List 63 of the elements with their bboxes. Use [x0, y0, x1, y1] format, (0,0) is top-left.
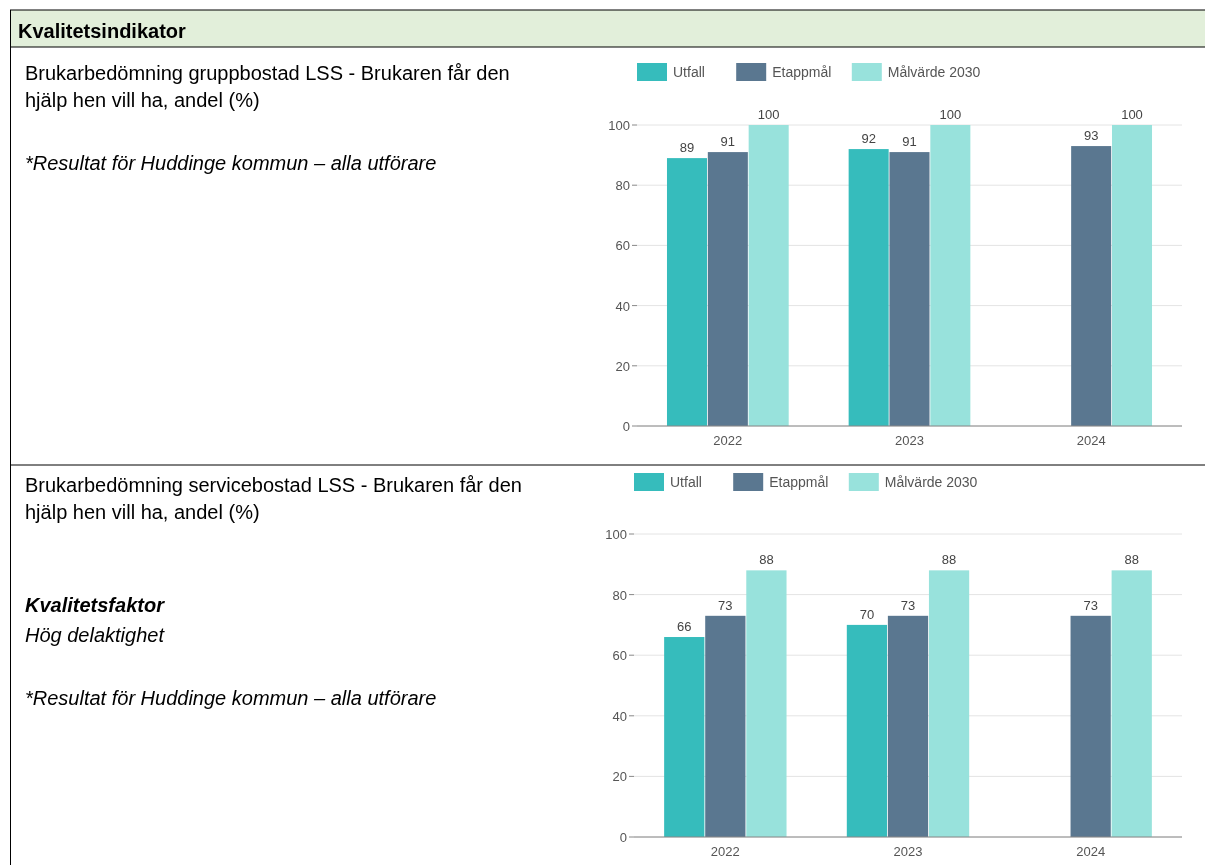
text: Kvalitetsfaktor — [25, 594, 166, 616]
y-tick-label: 60 — [615, 238, 630, 254]
data-label: 100 — [757, 107, 780, 122]
text: Brukarbedömning servicebostad LSS - Brukaren får den hjälp hen vill ha, andel (%) — [25, 474, 522, 523]
bar — [666, 158, 707, 426]
bar — [846, 624, 888, 837]
legend-label: Målvärde 2030 — [887, 64, 981, 80]
y-tick-label: 80 — [615, 178, 630, 194]
bar — [664, 637, 705, 837]
y-tick-label: 40 — [615, 298, 630, 314]
bar — [707, 152, 748, 426]
y-tick-label: 100 — [608, 118, 630, 133]
legend-label: Utfall — [670, 474, 702, 490]
data-label: 73 — [1083, 597, 1098, 613]
x-tick-label: 2024 — [1076, 433, 1106, 448]
text: Hög delaktighet — [25, 624, 166, 646]
x-tick-label: 2022 — [713, 433, 743, 448]
text: Kvalitetsindikator — [18, 20, 187, 42]
bar — [1111, 570, 1152, 837]
data-label: 100 — [939, 107, 962, 122]
data-label: 92 — [861, 131, 876, 147]
text: *Resultat för Huddinge kommun – alla utförare — [25, 687, 437, 709]
data-label: 88 — [1124, 552, 1139, 568]
y-tick-label: 0 — [622, 419, 630, 434]
data-label: 88 — [941, 552, 957, 568]
bar — [746, 570, 787, 837]
y-tick-label: 60 — [612, 648, 627, 664]
legend-label: Utfall — [673, 64, 705, 80]
x-tick-label: 2024 — [1076, 844, 1106, 859]
text: Brukarbedömning gruppbostad LSS - Brukaren får den hjälp hen vill ha, andel (%) — [25, 62, 510, 111]
data-label: 73 — [718, 597, 733, 613]
bar — [930, 125, 971, 426]
x-tick-label: 2023 — [893, 844, 923, 859]
legend-label: Etappmål — [772, 64, 832, 80]
bar — [928, 570, 970, 837]
x-tick-label: 2022 — [710, 844, 740, 859]
data-label: 73 — [900, 597, 916, 613]
y-tick-label: 40 — [612, 708, 627, 724]
data-label: 93 — [1083, 128, 1099, 144]
bar — [887, 615, 929, 837]
bar — [748, 125, 789, 426]
y-tick-label: 20 — [612, 769, 627, 785]
y-tick-label: 80 — [612, 587, 627, 603]
bar — [848, 149, 889, 426]
text: *Resultat för Huddinge kommun – alla utförare — [25, 152, 437, 174]
data-label: 70 — [859, 606, 875, 622]
data-label: 89 — [679, 140, 695, 156]
data-label: 88 — [759, 552, 774, 568]
y-tick-label: 100 — [605, 527, 627, 542]
bar — [1070, 615, 1111, 837]
legend-label: Etappmål — [769, 474, 829, 490]
y-tick-label: 20 — [615, 358, 630, 374]
bar — [889, 152, 930, 426]
data-label: 91 — [720, 134, 736, 150]
x-tick-label: 2023 — [895, 433, 924, 448]
bar — [1071, 146, 1112, 426]
y-tick-label: 0 — [619, 830, 627, 845]
legend-label: Målvärde 2030 — [884, 474, 978, 490]
data-label: 66 — [677, 619, 692, 635]
data-label: 100 — [1121, 107, 1143, 122]
data-label: 91 — [902, 134, 917, 150]
bar — [705, 615, 746, 837]
bar — [1112, 125, 1153, 426]
